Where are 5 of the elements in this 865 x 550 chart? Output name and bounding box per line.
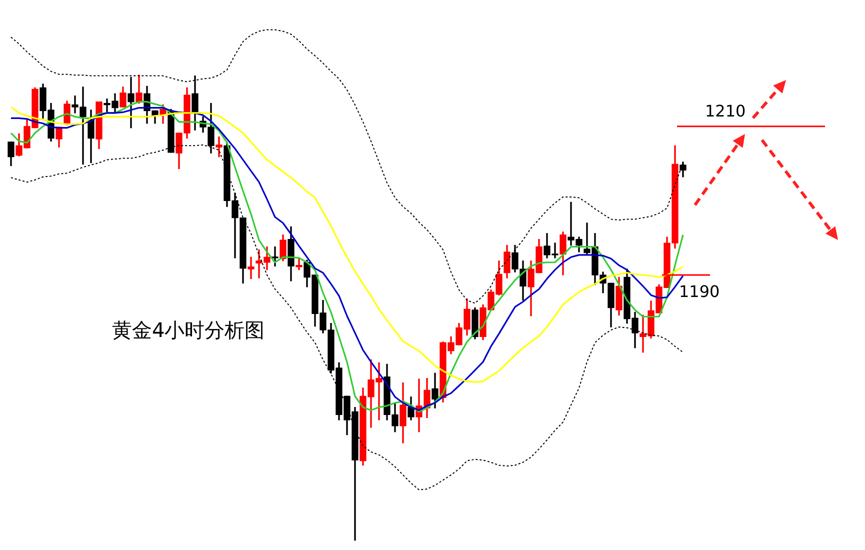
ref-line-label: 1210: [705, 102, 746, 121]
ref-line-label: 1190: [679, 282, 720, 302]
candlestick: [216, 136, 222, 158]
candlestick: [248, 256, 254, 280]
annotation: 黄金4小时分析图: [112, 318, 265, 342]
